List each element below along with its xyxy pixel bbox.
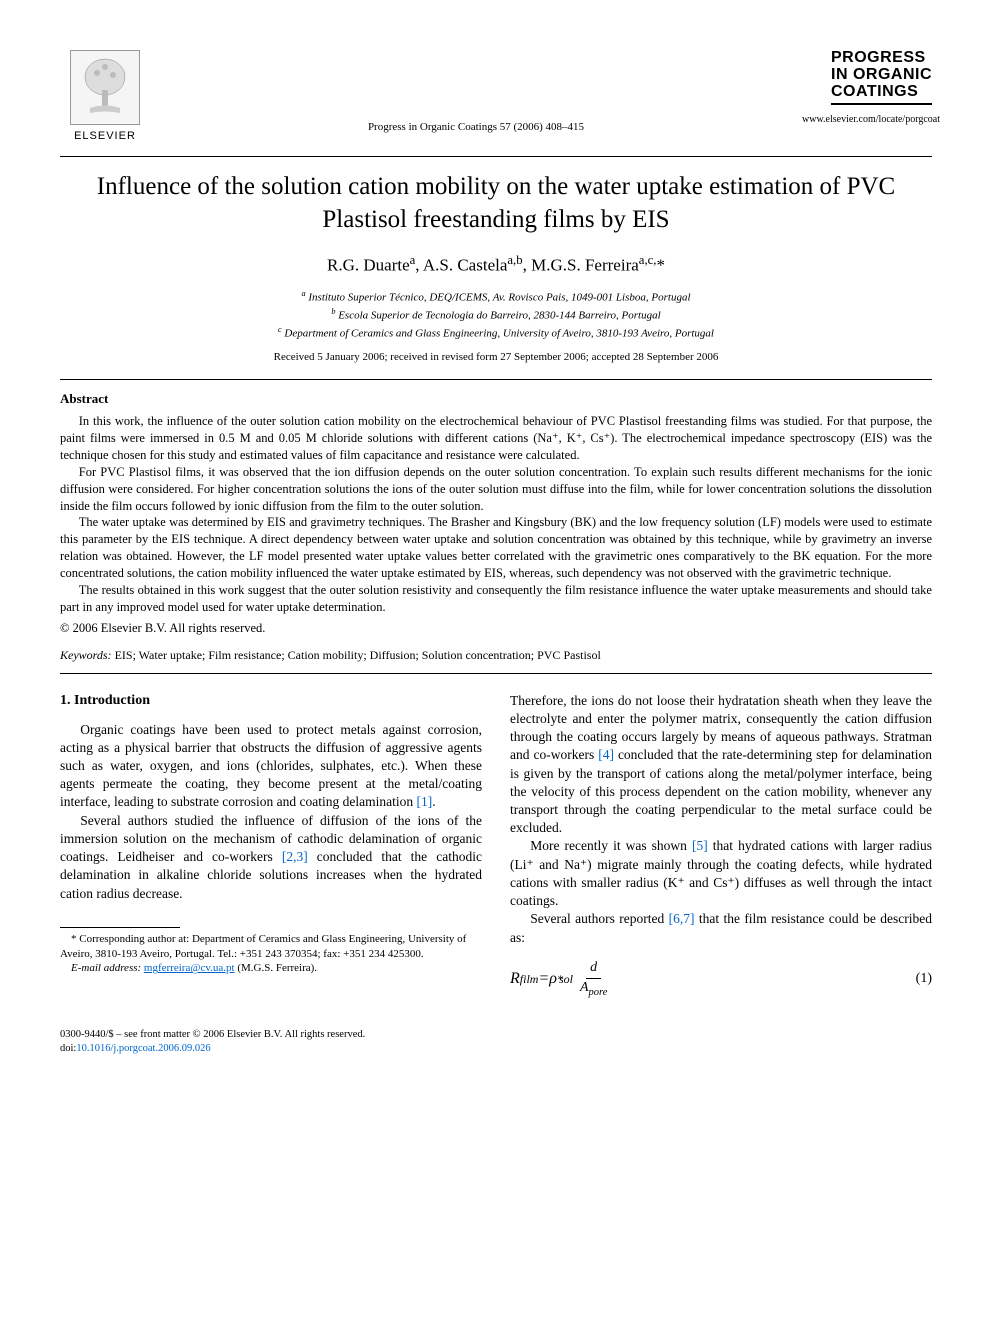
keywords: Keywords: EIS; Water uptake; Film resist… (60, 647, 932, 663)
intro-p1: Organic coatings have been used to prote… (60, 721, 482, 812)
affiliation-c: c Department of Ceramics and Glass Engin… (60, 324, 932, 342)
cite-2-3[interactable]: [2,3] (282, 849, 308, 864)
intro-p4: More recently it was shown [5] that hydr… (510, 837, 932, 910)
authors: R.G. Duartea, A.S. Castelaa,b, M.G.S. Fe… (60, 252, 932, 278)
copyright-line: © 2006 Elsevier B.V. All rights reserved… (60, 620, 932, 637)
body-columns: 1. Introduction Organic coatings have be… (60, 692, 932, 1008)
affiliation-a: a Instituto Superior Técnico, DEQ/ICEMS,… (60, 288, 932, 306)
doi-link[interactable]: 10.1016/j.porgcoat.2006.09.026 (76, 1043, 210, 1054)
abstract-top-rule (60, 379, 932, 380)
email-line: E-mail address: mgferreira@cv.ua.pt (M.G… (60, 961, 482, 976)
left-column: 1. Introduction Organic coatings have be… (60, 692, 482, 1008)
intro-p3: Therefore, the ions do not loose their h… (510, 692, 932, 838)
abstract-p4: The results obtained in this work sugges… (60, 582, 932, 616)
email-link[interactable]: mgferreira@cv.ua.pt (144, 962, 235, 974)
article-dates: Received 5 January 2006; received in rev… (60, 350, 932, 365)
publisher-logo: ELSEVIER (60, 50, 150, 150)
header: ELSEVIER Progress in Organic Coatings 57… (60, 50, 932, 150)
journal-logo-line3: COATINGS (831, 84, 932, 101)
affiliation-b: b Escola Superior de Tecnologia do Barre… (60, 306, 932, 324)
equation-number: (1) (916, 970, 932, 989)
section-1-heading: 1. Introduction (60, 692, 482, 711)
elsevier-tree-icon (70, 50, 140, 125)
cite-4[interactable]: [4] (598, 747, 614, 762)
journal-logo-line2: IN ORGANIC (831, 67, 932, 84)
footer: 0300-9440/$ – see front matter © 2006 El… (60, 1028, 932, 1056)
intro-p5: Several authors reported [6,7] that the … (510, 910, 932, 946)
footnotes: * Corresponding author at: Department of… (60, 932, 482, 977)
journal-logo-line1: PROGRESS (831, 50, 932, 67)
email-label: E-mail address: (71, 962, 141, 974)
abstract-p3: The water uptake was determined by EIS a… (60, 514, 932, 582)
cite-5[interactable]: [5] (692, 838, 708, 853)
article-title: Influence of the solution cation mobilit… (60, 171, 932, 236)
abstract-body: In this work, the influence of the outer… (60, 413, 932, 636)
abstract-p1: In this work, the influence of the outer… (60, 413, 932, 464)
journal-logo: PROGRESS IN ORGANIC COATINGS www.elsevie… (802, 50, 932, 127)
equation-1: Rfilm = ρ*sol d Apore (1) (510, 959, 932, 1000)
publisher-name: ELSEVIER (74, 129, 136, 144)
header-rule (60, 156, 932, 157)
cite-6-7[interactable]: [6,7] (669, 911, 695, 926)
right-column: Therefore, the ions do not loose their h… (510, 692, 932, 1008)
abstract-heading: Abstract (60, 390, 932, 408)
doi-line: doi:10.1016/j.porgcoat.2006.09.026 (60, 1042, 932, 1056)
keywords-label: Keywords: (60, 648, 112, 662)
keywords-text: EIS; Water uptake; Film resistance; Cati… (115, 648, 601, 662)
abstract-p2: For PVC Plastisol films, it was observed… (60, 464, 932, 515)
corresponding-author-note: * Corresponding author at: Department of… (60, 932, 482, 962)
abstract-bottom-rule (60, 673, 932, 674)
cite-1[interactable]: [1] (417, 794, 433, 809)
intro-p2: Several authors studied the influence of… (60, 812, 482, 903)
homepage-url[interactable]: www.elsevier.com/locate/porgcoat (802, 113, 932, 127)
affiliations: a Instituto Superior Técnico, DEQ/ICEMS,… (60, 288, 932, 342)
footnote-rule (60, 927, 180, 928)
front-matter-line: 0300-9440/$ – see front matter © 2006 El… (60, 1028, 932, 1042)
journal-reference: Progress in Organic Coatings 57 (2006) 4… (150, 50, 802, 135)
